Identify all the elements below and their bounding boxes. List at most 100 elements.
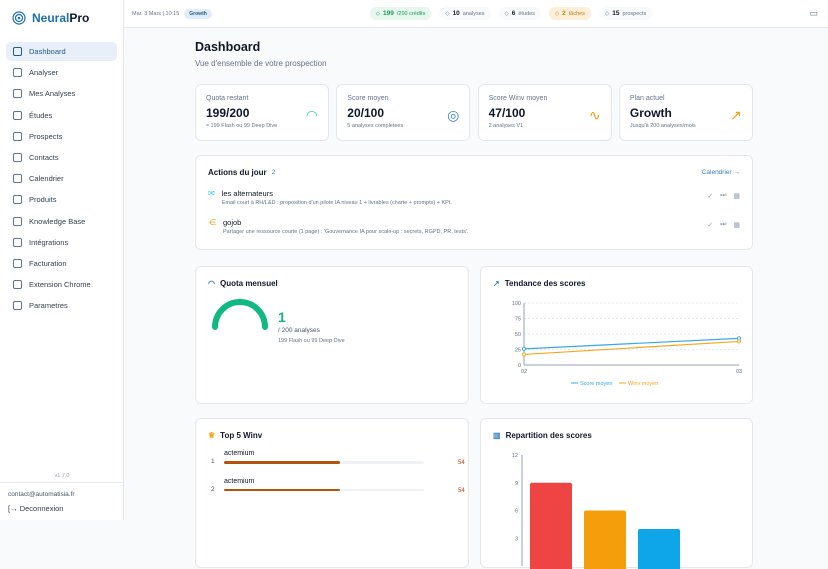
quota-gauge [210, 297, 270, 331]
sidebar-item-calendrier[interactable]: Calendrier [6, 169, 117, 188]
bar-chart-icon [13, 111, 22, 120]
legend-label: Score moyen [580, 381, 612, 387]
quota-unit: / 200 analyses [278, 327, 320, 334]
main-content: Dashboard Vue d'ensemble de votre prospe… [195, 40, 753, 68]
sidebar-item-label: Knowledge Base [29, 217, 85, 226]
kpi-label: Score Winv moyen [489, 95, 601, 102]
kpi-sub: 2 analyses V1 [489, 123, 601, 129]
data-point[interactable] [522, 353, 525, 356]
kpi-value: Growth [630, 106, 742, 120]
sidebar-item-label: Analyser [29, 68, 58, 77]
kpi-label: Plan actuel [630, 95, 742, 102]
kpi-label: Score moyen [347, 95, 459, 102]
action-title: gojob [223, 218, 468, 227]
sidebar-item-label: Intégrations [29, 238, 68, 247]
gear-icon [13, 301, 22, 310]
sidebar-item-knowledge-base[interactable]: Knowledge Base [6, 212, 117, 231]
distribution-title: Repartition des scores [506, 431, 592, 440]
y-tick-label: 50 [515, 332, 521, 338]
score-value: 54 [458, 460, 465, 466]
bar[interactable] [530, 483, 572, 569]
actions-title: Actions du jour [208, 168, 267, 177]
rank: 2 [211, 486, 215, 493]
users-icon [13, 132, 22, 141]
neural-logo-icon [12, 11, 26, 25]
monitor-icon[interactable]: ▭ [809, 8, 818, 19]
logout-button[interactable]: [→ Deconnexion [8, 504, 116, 513]
company-name: actemium [224, 450, 456, 457]
brand-suffix: Pro [69, 11, 89, 25]
sidebar-item-facturation[interactable]: Facturation [6, 254, 117, 273]
calendar-link[interactable]: Calendrier → [702, 169, 740, 176]
stat-label: /200 crédits [397, 11, 425, 17]
action-title: les alternateurs [222, 189, 452, 198]
skip-icon[interactable]: ⏭ [720, 192, 726, 200]
gauge-icon: ◠ [208, 279, 215, 288]
sidebar-item-dashboard[interactable]: Dashboard [6, 42, 117, 61]
sidebar-item-parametres[interactable]: Parametres [6, 296, 117, 315]
quota-sub: 199 Flash ou 99 Deep Dive [278, 338, 345, 344]
kpi-sub: Jusqu'à 200 analyses/mois [630, 123, 742, 129]
y-tick-label: 9 [515, 481, 518, 487]
sidebar-item-intégrations[interactable]: Intégrations [6, 233, 117, 252]
check-icon[interactable]: ✓ [707, 221, 713, 229]
sidebar-item-prospects[interactable]: Prospects [6, 127, 117, 146]
sidebar-nav: Dashboard Analyser Mes Analyses Études Prosp… [0, 36, 123, 323]
sidebar-item-études[interactable]: Études [6, 106, 117, 125]
stat-label: prospects [622, 11, 646, 17]
x-tick-label: 02 [521, 369, 527, 375]
target-icon: ◎ [447, 107, 459, 124]
user-email: contact@automatisia.fr [8, 491, 116, 498]
sidebar-item-mes-analyses[interactable]: Mes Analyses [6, 84, 117, 103]
action-desc: Email court à RH/L&D : proposition d'un … [222, 200, 452, 206]
bar[interactable] [638, 529, 680, 569]
box-icon [13, 195, 22, 204]
calendar-icon[interactable]: ▦ [733, 192, 740, 200]
stat-pill[interactable]: ◇199/200 crédits [370, 7, 432, 20]
bar[interactable] [584, 511, 626, 569]
logo[interactable]: NeuralPro [0, 0, 123, 36]
score-bar-fill [224, 489, 340, 492]
skip-icon[interactable]: ⏭ [720, 221, 726, 229]
sidebar-item-analyser[interactable]: Analyser [6, 63, 117, 82]
history-icon [13, 89, 22, 98]
sidebar-item-extension-chrome[interactable]: Extension Chrome [6, 275, 117, 294]
kpi-sub: 5 analyses completees [347, 123, 459, 129]
version: v1.7.0 [0, 473, 124, 479]
check-icon[interactable]: ✓ [707, 192, 713, 200]
score-value: 54 [458, 488, 465, 494]
topbar: Mar. 3 Mars | 10:15 Growth ◇199/200 créd… [124, 0, 828, 28]
data-point[interactable] [737, 340, 740, 343]
score-bar [224, 461, 424, 464]
y-tick-label: 6 [515, 509, 518, 515]
calendar-icon[interactable]: ▦ [733, 221, 740, 229]
trending-up-icon: ↗ [493, 279, 500, 288]
mail-icon [13, 153, 22, 162]
data-point[interactable] [522, 347, 525, 350]
search-icon [13, 68, 22, 77]
sidebar-item-label: Mes Analyses [29, 89, 75, 98]
sidebar-item-produits[interactable]: Produits [6, 190, 117, 209]
calendar-icon [13, 174, 22, 183]
sidebar-item-contacts[interactable]: Contacts [6, 148, 117, 167]
quota-title: Quota mensuel [220, 279, 278, 288]
sidebar-item-label: Contacts [29, 153, 59, 162]
plan-badge: Growth [184, 9, 212, 19]
sidebar-item-label: Facturation [29, 259, 67, 268]
kpi-label: Quota restant [206, 95, 318, 102]
rank: 1 [211, 458, 215, 465]
stat-label: études [518, 11, 535, 17]
